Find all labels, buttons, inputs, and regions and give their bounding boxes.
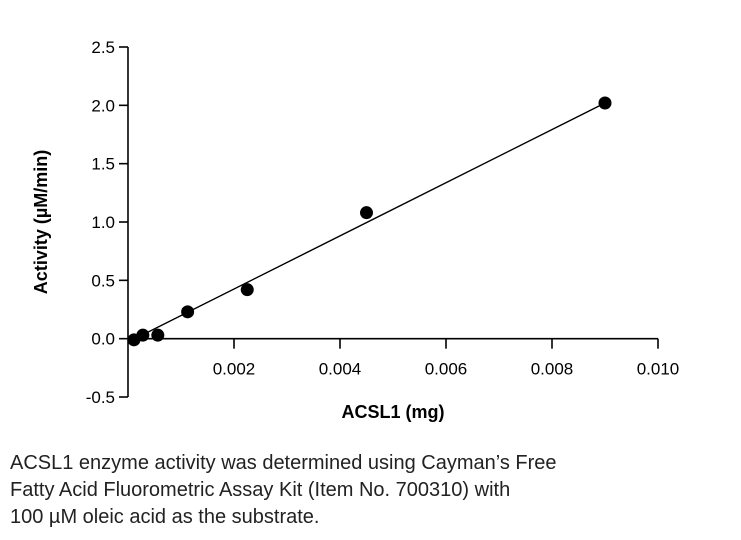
- y-tick-label: 2.5: [91, 38, 115, 57]
- data-point: [151, 328, 165, 342]
- axes: -0.5 0.0 0.5 1.0 1.5 2.0 2.5 0.002 0.004 0.006 0.0…: [86, 38, 680, 407]
- data-point: [240, 283, 254, 297]
- x-tick-label: 0.008: [531, 360, 574, 379]
- fit-line: [127, 102, 606, 343]
- y-axis-label: Activity (µM/min): [31, 150, 51, 294]
- y-tick-label: 0.0: [91, 330, 115, 349]
- chart: -0.5 0.0 0.5 1.0 1.5 2.0 2.5 0.002 0.004 0.006 0.0…: [31, 38, 680, 422]
- y-tick-label: 2.0: [91, 96, 115, 115]
- x-axis-label: ACSL1 (mg): [342, 402, 445, 422]
- data-point: [360, 206, 373, 220]
- caption-line: Fatty Acid Fluorometric Assay Kit (Item …: [10, 479, 511, 501]
- caption-line: 100 µM oleic acid as the substrate.: [10, 506, 320, 528]
- x-tick-label: 0.010: [637, 360, 680, 379]
- y-tick-label: -0.5: [86, 388, 115, 407]
- data-point: [136, 328, 150, 342]
- caption-line: ACSL1 enzyme activity was determined usi…: [10, 452, 557, 474]
- x-tick-label: 0.004: [319, 360, 362, 379]
- data-point: [181, 305, 195, 319]
- x-tick-label: 0.002: [213, 360, 256, 379]
- y-tick-label: 1.5: [91, 155, 115, 174]
- data-point: [598, 96, 612, 110]
- y-tick-label: 1.0: [91, 213, 115, 232]
- figure-caption: ACSL1 enzyme activity was determined usi…: [10, 450, 730, 531]
- x-tick-label: 0.006: [425, 360, 468, 379]
- y-tick-label: 0.5: [91, 271, 115, 290]
- marks: [127, 96, 612, 347]
